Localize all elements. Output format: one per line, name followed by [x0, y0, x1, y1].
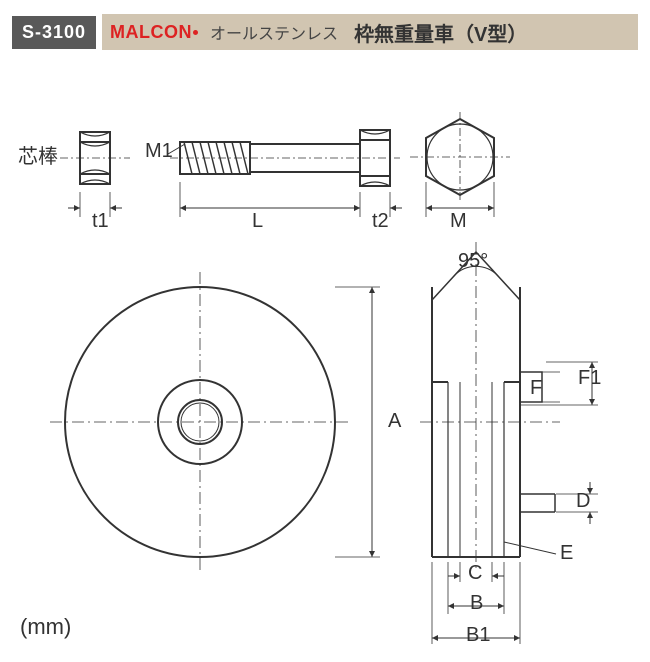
- title: 枠無重量車（V型）: [354, 18, 527, 47]
- title-band: MALCON オールステンレス 枠無重量車（V型）: [102, 14, 638, 50]
- header-bar: S-3100 MALCON オールステンレス 枠無重量車（V型）: [12, 12, 650, 52]
- wheel-side: [432, 252, 555, 557]
- technical-drawing-svg: [0, 72, 650, 652]
- subtitle: オールステンレス: [210, 20, 338, 44]
- brand-name: MALCON: [110, 22, 192, 43]
- diagram-canvas: 芯棒 M1 t1 L t2 M 95° A F F1 D E C B B1 (m…: [0, 72, 650, 652]
- product-code-badge: S-3100: [12, 16, 96, 49]
- brand-dot-icon: [193, 30, 198, 35]
